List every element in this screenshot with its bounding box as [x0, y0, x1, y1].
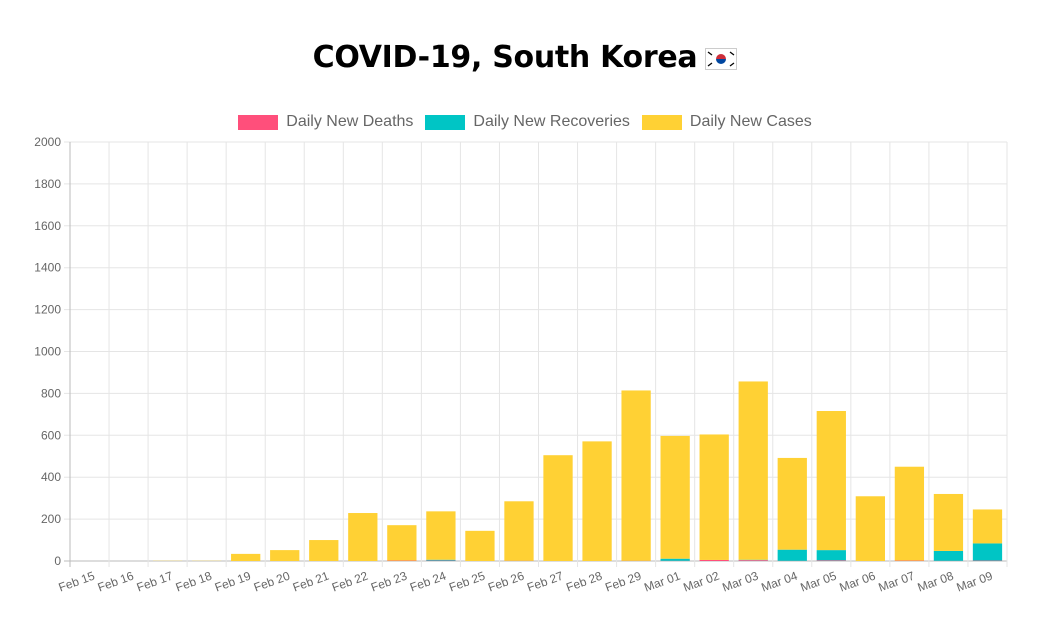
bar-daily-new-cases — [543, 455, 573, 561]
bar-daily-new-cases — [699, 434, 729, 560]
legend-label-cases: Daily New Cases — [689, 113, 812, 130]
bar-daily-new-recoveries — [816, 550, 846, 561]
x-tick-label: Mar 07 — [877, 569, 917, 595]
legend-label-recoveries: Daily New Recoveries — [473, 113, 630, 130]
x-tick-label: Mar 03 — [720, 569, 760, 595]
bar-daily-new-recoveries — [426, 559, 456, 561]
bar-daily-new-cases — [387, 525, 417, 561]
x-tick-label: Mar 01 — [642, 569, 682, 595]
bar-daily-new-deaths — [816, 560, 846, 561]
x-tick-label: Feb 18 — [174, 569, 214, 595]
x-tick-label: Feb 22 — [330, 569, 370, 595]
bar-daily-new-cases — [933, 493, 964, 551]
y-tick-label: 800 — [41, 386, 61, 400]
x-tick-label: Mar 04 — [759, 569, 799, 595]
bar-daily-new-cases — [348, 513, 378, 561]
chart-title: COVID-19, South Korea — [0, 40, 1050, 75]
x-tick-label: Feb 15 — [57, 569, 97, 595]
bar-daily-new-recoveries — [972, 543, 1003, 561]
y-tick-label: 1400 — [34, 261, 61, 275]
bar-daily-new-cases — [270, 550, 300, 561]
x-tick-label: Feb 26 — [486, 569, 526, 595]
chart-title-text: COVID-19, South Korea — [312, 40, 698, 75]
y-tick-label: 1200 — [34, 303, 61, 317]
legend-item-cases[interactable]: Daily New Cases — [641, 113, 812, 131]
bar-daily-new-recoveries — [660, 558, 690, 561]
bar-daily-new-recoveries — [777, 549, 807, 561]
x-tick-label: Feb 29 — [603, 569, 643, 595]
south-korea-flag-icon — [705, 48, 738, 70]
bar-daily-new-cases — [582, 441, 612, 561]
y-tick-label: 1800 — [34, 177, 61, 191]
bar-daily-new-deaths — [699, 559, 729, 561]
y-tick-label: 1000 — [34, 345, 61, 359]
x-tick-label: Mar 06 — [837, 569, 877, 595]
x-tick-label: Feb 21 — [291, 569, 331, 595]
bar-daily-new-cases — [660, 435, 690, 559]
bar-daily-new-cases — [426, 511, 456, 560]
bar-daily-new-recoveries — [933, 550, 964, 561]
y-tick-label: 400 — [41, 470, 61, 484]
bar-daily-new-cases — [816, 410, 846, 551]
x-tick-label: Feb 25 — [447, 569, 487, 595]
y-tick-label: 600 — [41, 428, 61, 442]
bar-daily-new-cases — [777, 457, 807, 550]
legend-swatch-deaths — [238, 114, 279, 130]
y-tick-label: 200 — [41, 512, 61, 526]
x-tick-label: Feb 28 — [564, 569, 604, 595]
legend-swatch-cases — [641, 114, 682, 130]
bar-daily-new-deaths — [738, 560, 768, 561]
bar-daily-new-cases — [231, 553, 261, 561]
x-tick-label: Mar 09 — [955, 569, 995, 595]
x-tick-label: Feb 23 — [369, 569, 409, 595]
x-tick-label: Mar 05 — [798, 569, 838, 595]
x-tick-label: Mar 08 — [916, 569, 956, 595]
bar-daily-new-cases — [972, 509, 1003, 544]
x-tick-label: Feb 16 — [96, 569, 136, 595]
x-tick-label: Feb 27 — [525, 569, 565, 595]
legend-label-deaths: Daily New Deaths — [286, 113, 414, 130]
legend-swatch-recoveries — [425, 114, 466, 130]
x-tick-label: Feb 17 — [135, 569, 175, 595]
x-tick-label: Feb 20 — [252, 569, 292, 595]
chart-legend: Daily New Deaths Daily New Recoveries Da… — [0, 113, 1050, 131]
bar-daily-new-cases — [309, 540, 339, 561]
y-tick-label: 2000 — [34, 135, 61, 149]
bar-daily-new-cases — [894, 466, 925, 561]
x-tick-label: Mar 02 — [681, 569, 721, 595]
y-tick-label: 0 — [54, 554, 61, 568]
y-tick-label: 1600 — [34, 219, 61, 233]
bar-daily-new-cases — [738, 381, 768, 560]
x-tick-label: Feb 19 — [213, 569, 253, 595]
x-tick-label: Feb 24 — [408, 569, 448, 595]
legend-item-recoveries[interactable]: Daily New Recoveries — [425, 113, 630, 131]
legend-item-deaths[interactable]: Daily New Deaths — [238, 113, 413, 131]
bar-daily-new-cases — [504, 501, 534, 561]
bar-daily-new-cases — [465, 530, 495, 561]
bar-daily-new-cases — [855, 496, 885, 561]
bar-daily-new-cases — [621, 390, 651, 561]
